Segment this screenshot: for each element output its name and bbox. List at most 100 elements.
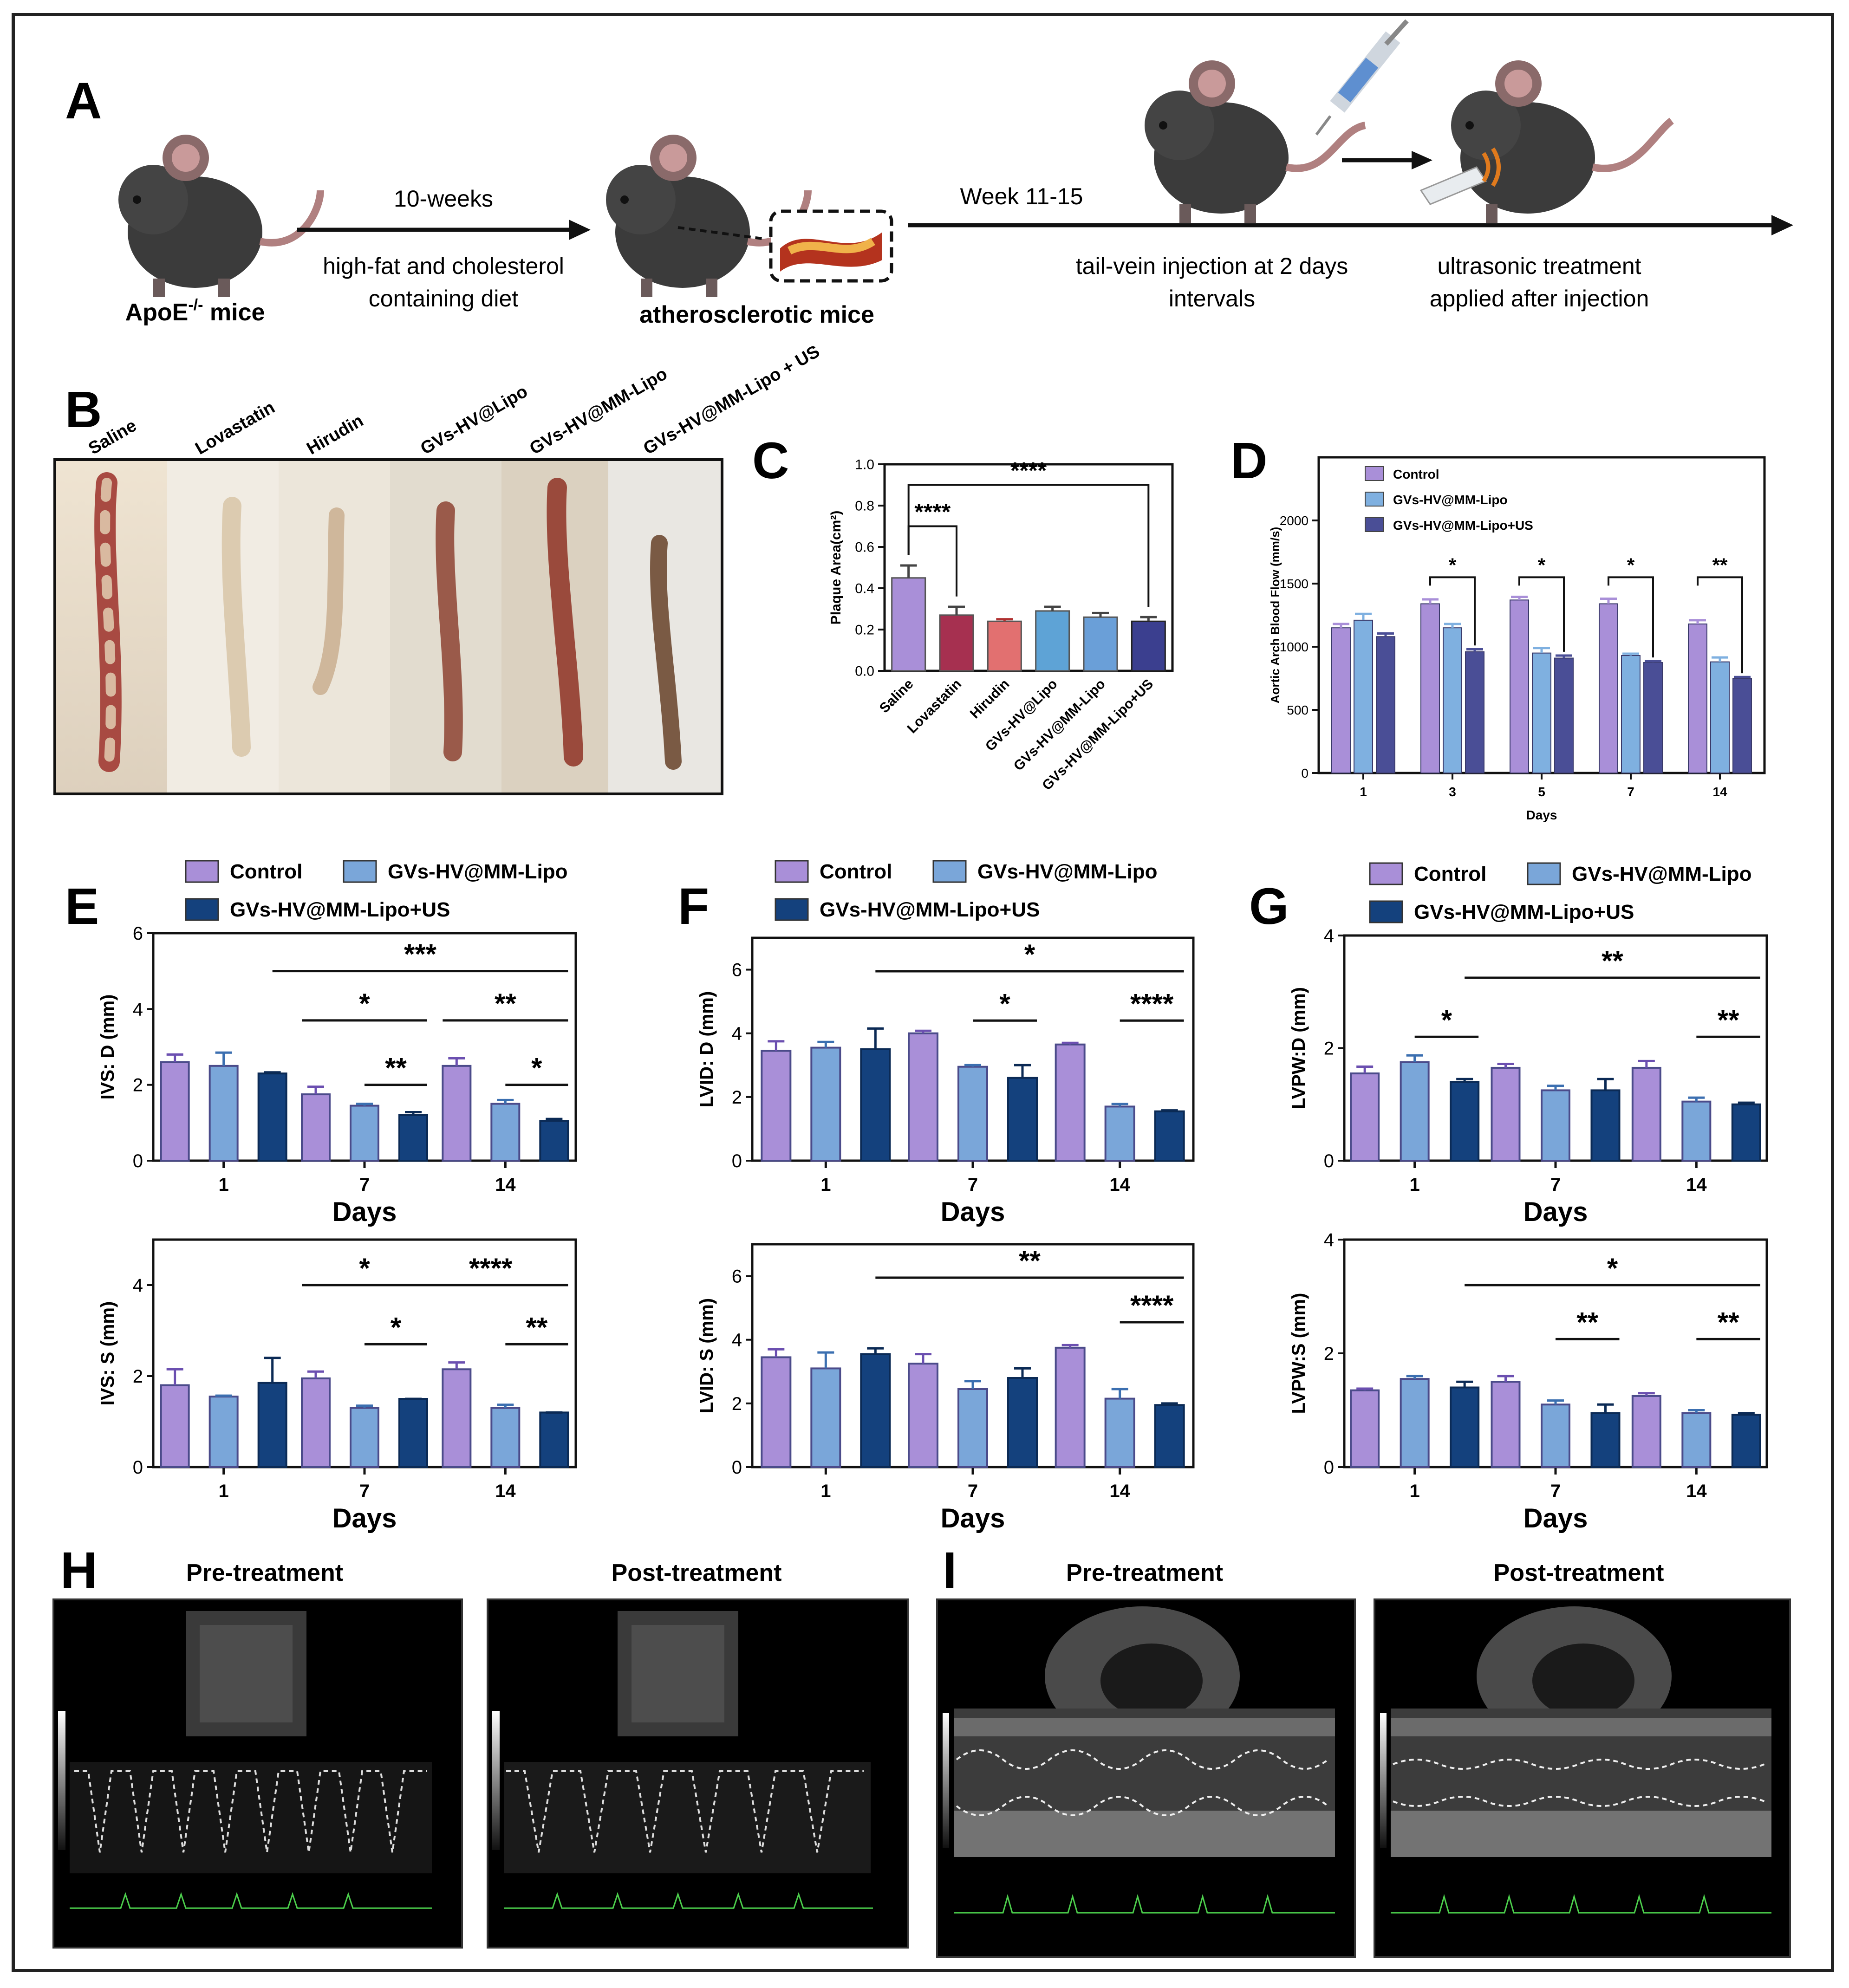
f2-bar <box>1007 1377 1038 1468</box>
g1-xtick-label: 1 <box>1410 1175 1420 1195</box>
c-bar <box>1083 616 1118 672</box>
f1-bar <box>1007 1077 1038 1162</box>
e-legend-swatch <box>343 860 377 883</box>
f1-bar <box>957 1065 988 1162</box>
d-ytick-label: 1500 <box>1280 577 1309 591</box>
e-legend-label: GVs-HV@MM-Lipo+US <box>230 898 450 921</box>
c-ytick-label: 0.8 <box>855 499 874 514</box>
legend-g: Control GVs-HV@MM-Lipo GVs-HV@MM-Lipo+US <box>1369 862 1752 923</box>
g1-significance-label: * <box>1441 1004 1452 1035</box>
g2-bar <box>1450 1386 1480 1468</box>
g-legend-swatch <box>1527 862 1561 885</box>
f1-bar <box>810 1046 841 1162</box>
e1-bar <box>490 1103 521 1162</box>
g2-xtick-label: 1 <box>1410 1481 1420 1501</box>
panel-letter-D: D <box>1230 432 1267 489</box>
c-ytick-label: 0.6 <box>855 540 874 555</box>
g2-bar <box>1491 1381 1521 1468</box>
i-pre-mmode-image <box>936 1598 1356 1958</box>
c-bar <box>1131 620 1166 672</box>
e1-significance-label: * <box>359 988 370 1019</box>
arrow-diet-top-label: 10-weeks <box>394 186 493 212</box>
f-legend-label: GVs-HV@MM-Lipo+US <box>820 898 1040 921</box>
legend-f: Control GVs-HV@MM-Lipo GVs-HV@MM-Lipo+US <box>775 860 1158 921</box>
e1-significance-label: ** <box>495 988 516 1019</box>
f1-bar <box>908 1032 938 1162</box>
aorta-specimens <box>94 472 682 772</box>
g1-bar <box>1491 1066 1521 1162</box>
c-bar <box>1035 610 1070 672</box>
f2-bar <box>1154 1404 1185 1468</box>
g1-bar <box>1681 1100 1712 1162</box>
g1-bar <box>1590 1089 1621 1162</box>
e2-ytick-label: 4 <box>133 1275 143 1296</box>
e-legend-label: GVs-HV@MM-Lipo <box>388 860 568 883</box>
f2-bar <box>1104 1397 1135 1468</box>
f-legend-label: GVs-HV@MM-Lipo <box>977 860 1158 883</box>
g2-ytick-label: 4 <box>1324 1230 1334 1250</box>
specimen-label-lovastatin: Lovastatin <box>192 397 279 458</box>
e2-bar <box>539 1411 569 1468</box>
panel-letter-I: I <box>943 1542 957 1599</box>
e1-significance-label: *** <box>404 939 437 970</box>
g2-ytick-label: 2 <box>1324 1344 1334 1364</box>
g1-significance-label: ** <box>1718 1004 1739 1035</box>
e1-ytick-label: 6 <box>133 923 143 944</box>
d-bar <box>1643 662 1663 773</box>
e-legend-swatch <box>185 898 219 921</box>
g1-ytick-label: 4 <box>1324 926 1334 946</box>
d-x-axis-label: Days <box>1526 808 1557 822</box>
e-legend-label: Control <box>230 860 302 883</box>
e1-ytick-label: 2 <box>133 1075 143 1096</box>
e1-bar <box>160 1061 190 1162</box>
e2-significance-label: * <box>391 1312 402 1343</box>
d-xtick-label: 3 <box>1449 785 1456 799</box>
i-pre-title: Pre-treatment <box>1066 1559 1223 1586</box>
panel-i: Pre-treatment Post-treatment <box>936 1559 1791 1958</box>
f2-significance-label: **** <box>1130 1290 1174 1321</box>
g2-x-axis-label: Days <box>1523 1503 1588 1533</box>
mouse-atherosclerotic-illustration <box>606 135 812 297</box>
g2-bar <box>1731 1414 1761 1468</box>
f1-xtick-label: 1 <box>820 1175 831 1195</box>
e1-xtick-label: 14 <box>495 1175 516 1195</box>
e1-bar <box>442 1065 472 1162</box>
e2-significance-label: * <box>359 1253 370 1284</box>
g1-bar <box>1400 1061 1430 1162</box>
e1-bar <box>539 1120 569 1162</box>
e1-bar <box>257 1072 287 1162</box>
panel-letter-A: A <box>65 72 102 130</box>
h-post-doppler-image <box>487 1598 909 1949</box>
f2-bar <box>957 1388 988 1468</box>
mouse-ultrasound-illustration <box>1451 60 1674 223</box>
e2-significance-label: ** <box>526 1312 547 1343</box>
panel-letter-B: B <box>65 381 102 438</box>
d-bar <box>1376 636 1395 773</box>
g2-significance-label: ** <box>1718 1306 1739 1338</box>
f1-significance-label: * <box>999 988 1010 1019</box>
step2-label-2: applied after injection <box>1430 286 1649 312</box>
e1-y-axis-label: IVS: D (mm) <box>98 994 118 1100</box>
f2-bar <box>908 1363 938 1468</box>
step1-label-1: tail-vein injection at 2 days <box>1076 253 1348 279</box>
f1-bar <box>1055 1043 1086 1162</box>
f2-bar <box>860 1353 891 1468</box>
g1-bar <box>1631 1066 1661 1162</box>
g1-ytick-label: 2 <box>1324 1039 1334 1059</box>
e2-bar <box>398 1398 428 1468</box>
d-significance-bracket <box>1697 576 1743 674</box>
d-xtick-label: 1 <box>1360 785 1367 799</box>
d-bar <box>1710 661 1730 774</box>
d-bar <box>1354 619 1373 773</box>
g2-y-axis-label: LVPW:S (mm) <box>1289 1293 1309 1414</box>
g2-ytick-label: 0 <box>1324 1457 1334 1478</box>
f-legend-swatch <box>775 898 809 921</box>
d-significance-label: * <box>1627 554 1635 576</box>
g2-bar <box>1631 1395 1661 1468</box>
g1-significance-label: ** <box>1602 945 1623 976</box>
e2-xtick-label: 14 <box>495 1481 516 1501</box>
h-pre-title: Pre-treatment <box>186 1559 343 1586</box>
